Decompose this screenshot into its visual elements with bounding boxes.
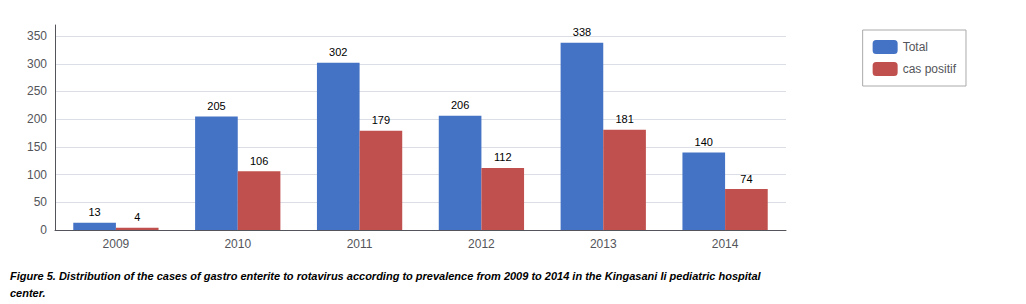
svg-text:300: 300 bbox=[27, 57, 47, 71]
svg-text:302: 302 bbox=[329, 46, 347, 58]
svg-text:150: 150 bbox=[27, 140, 47, 154]
svg-text:4: 4 bbox=[134, 211, 140, 223]
svg-text:350: 350 bbox=[27, 29, 47, 43]
svg-text:cas positif: cas positif bbox=[903, 62, 957, 76]
svg-text:2013: 2013 bbox=[590, 237, 617, 251]
svg-text:2011: 2011 bbox=[347, 237, 373, 251]
svg-text:center.: center. bbox=[10, 287, 45, 299]
svg-text:50: 50 bbox=[34, 195, 48, 209]
svg-text:112: 112 bbox=[494, 151, 512, 163]
svg-text:Total: Total bbox=[903, 40, 928, 54]
svg-text:Figure 5. Distribution of the: Figure 5. Distribution of the cases of g… bbox=[10, 270, 762, 282]
svg-text:2012: 2012 bbox=[468, 237, 495, 251]
svg-text:181: 181 bbox=[615, 113, 633, 125]
svg-text:179: 179 bbox=[372, 114, 390, 126]
svg-text:205: 205 bbox=[207, 100, 225, 112]
svg-text:13: 13 bbox=[88, 206, 100, 218]
svg-text:100: 100 bbox=[27, 168, 47, 182]
svg-text:74: 74 bbox=[740, 173, 752, 185]
svg-text:0: 0 bbox=[40, 223, 47, 237]
svg-text:2009: 2009 bbox=[103, 237, 130, 251]
svg-text:2014: 2014 bbox=[712, 237, 739, 251]
svg-text:2010: 2010 bbox=[224, 237, 251, 251]
svg-text:106: 106 bbox=[250, 155, 268, 167]
svg-text:250: 250 bbox=[27, 84, 47, 98]
svg-text:206: 206 bbox=[451, 99, 469, 111]
svg-text:338: 338 bbox=[573, 26, 591, 38]
svg-text:140: 140 bbox=[695, 136, 713, 148]
svg-text:200: 200 bbox=[27, 112, 47, 126]
